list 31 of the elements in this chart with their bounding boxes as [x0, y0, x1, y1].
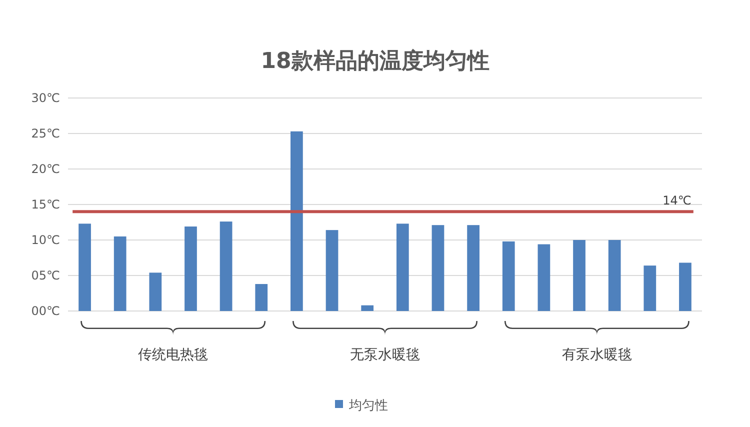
text: 无泵水暖毯 — [350, 347, 420, 363]
bar — [502, 241, 515, 311]
y-tick-label: 25℃ — [31, 126, 60, 141]
ref-line-label: 14℃ — [662, 194, 692, 208]
bar — [573, 240, 586, 311]
text: 有泵水暖毯 — [562, 347, 632, 363]
bar — [149, 272, 162, 311]
bar — [78, 224, 91, 311]
bar — [326, 230, 338, 311]
bar — [538, 244, 550, 311]
y-tick-label: 15℃ — [31, 198, 60, 212]
legend-label: 均匀性 — [348, 398, 388, 414]
y-tick-label: 30℃ — [31, 91, 60, 106]
y-tick-label: 00℃ — [31, 304, 60, 318]
bar — [679, 262, 692, 311]
bar — [114, 236, 126, 311]
y-tick-label: 20℃ — [31, 162, 60, 176]
bar — [644, 266, 656, 311]
bar — [255, 284, 268, 311]
bar — [608, 240, 621, 311]
y-tick-label: 05℃ — [31, 268, 60, 283]
bar — [361, 305, 374, 311]
bar — [184, 226, 197, 311]
bar — [220, 222, 232, 311]
chart-title: 18款样品的温度均匀性 — [260, 48, 490, 74]
text: 传统电热毯 — [138, 347, 208, 363]
bar — [396, 224, 409, 311]
y-tick-label: 10℃ — [31, 233, 60, 248]
bar — [432, 225, 444, 311]
bar — [290, 131, 303, 311]
bar — [467, 225, 480, 311]
